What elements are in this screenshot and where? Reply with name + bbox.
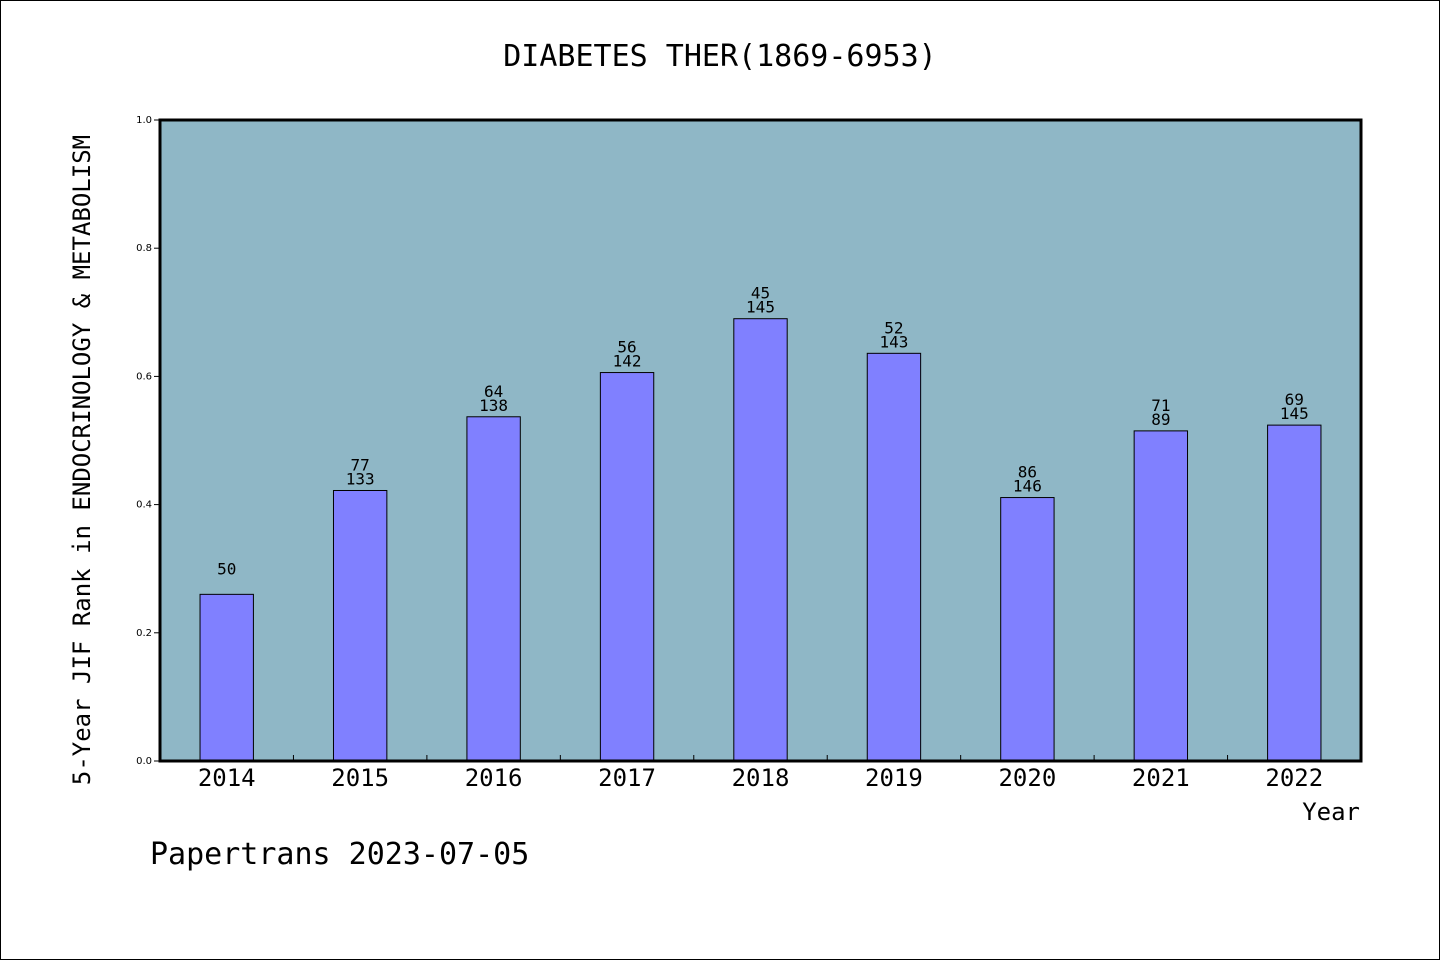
bar-2021 (1133, 430, 1189, 762)
x-tick-label-2019: 2019 (865, 764, 923, 792)
y-tick-label: 0.6 (136, 371, 152, 382)
x-axis-label: Year (1302, 798, 1360, 826)
data-label-top-2015: 77 (351, 455, 370, 474)
y-tick-label: 0.8 (136, 243, 152, 254)
data-label-top-2016: 64 (484, 382, 503, 401)
bar-2014 (199, 593, 254, 762)
plot-border (158, 118, 1363, 763)
data-label-top-2018: 45 (751, 284, 770, 303)
footer-text: Papertrans 2023-07-05 (150, 837, 529, 872)
x-tick-label-2018: 2018 (732, 764, 790, 792)
data-label-bottom-2022: 145 (1280, 404, 1309, 423)
bar-2017 (599, 372, 655, 762)
x-tick-label-2021: 2021 (1132, 764, 1190, 792)
data-label-bottom-2021: 89 (1151, 410, 1170, 429)
data-labels-group: 5077133641385614245145521438614671896914… (217, 284, 1309, 579)
data-label-bottom-2014: 50 (217, 559, 236, 578)
y-tick-label: 0.2 (136, 628, 152, 639)
chart-title: DIABETES THER(1869-6953) (503, 39, 936, 74)
x-tick-label-2017: 2017 (598, 764, 656, 792)
data-label-bottom-2020: 146 (1013, 477, 1042, 496)
y-axis: 0.0 0.2 0.4 0.6 0.8 1.0 (136, 115, 160, 767)
bar-2018 (733, 318, 788, 762)
data-label-top-2019: 52 (884, 318, 903, 337)
x-tick-label-2015: 2015 (331, 764, 389, 792)
y-tick-label: 0.4 (136, 500, 152, 511)
data-label-top-2022: 69 (1285, 390, 1304, 409)
y-tick-label: 1.0 (136, 115, 152, 126)
data-label-top-2017: 56 (617, 338, 636, 357)
bar-2016 (466, 416, 521, 762)
y-axis-label: 5-Year JIF Rank in ENDOCRINOLOGY & METAB… (68, 135, 96, 785)
data-label-bottom-2019: 143 (879, 332, 908, 351)
bar-2019 (866, 352, 922, 762)
data-label-bottom-2016: 138 (479, 396, 508, 415)
bar-2022 (1267, 424, 1322, 762)
data-label-top-2020: 86 (1018, 463, 1037, 482)
data-label-bottom-2017: 142 (613, 352, 642, 371)
x-axis: 2014 2015 2016 2017 2018 2019 2020 2021 2022 (198, 755, 1323, 792)
data-label-bottom-2018: 145 (746, 298, 775, 317)
data-label-top-2021: 71 (1151, 396, 1170, 415)
bar-2020 (1000, 497, 1055, 762)
x-tick-label-2020: 2020 (998, 764, 1056, 792)
data-label-bottom-2015: 133 (346, 469, 375, 488)
bars-group (199, 318, 1322, 762)
x-tick-label-2022: 2022 (1265, 764, 1323, 792)
y-tick-label: 0.0 (136, 756, 152, 767)
x-tick-label-2014: 2014 (198, 764, 256, 792)
bar-2015 (332, 489, 388, 762)
x-tick-label-2016: 2016 (465, 764, 523, 792)
